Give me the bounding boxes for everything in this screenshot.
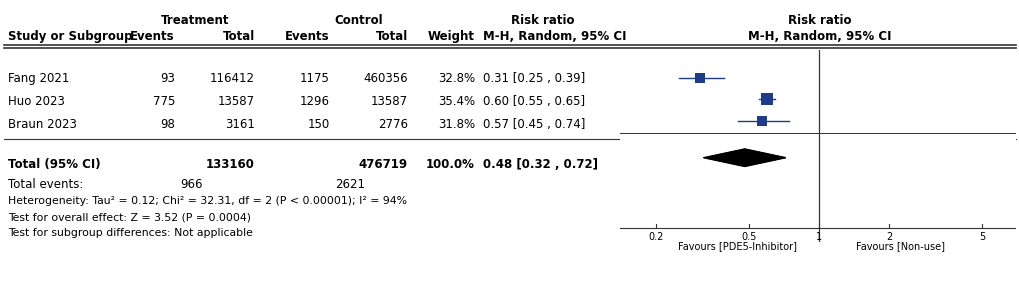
Text: 1296: 1296 (300, 95, 330, 108)
Text: Risk ratio: Risk ratio (788, 14, 851, 27)
Text: Total: Total (222, 30, 255, 43)
Text: 2776: 2776 (378, 118, 408, 131)
Text: 0.5: 0.5 (741, 232, 756, 242)
Text: Total events:: Total events: (8, 178, 84, 191)
Text: 0.2: 0.2 (648, 232, 663, 242)
Text: 98: 98 (160, 118, 175, 131)
Text: Heterogeneity: Tau² = 0.12; Chi² = 32.31, df = 2 (P < 0.00001); I² = 94%: Heterogeneity: Tau² = 0.12; Chi² = 32.31… (8, 196, 407, 206)
Text: Events: Events (130, 30, 175, 43)
Text: 5: 5 (978, 232, 984, 242)
Text: 2: 2 (886, 232, 892, 242)
Text: 150: 150 (308, 118, 330, 131)
Text: 460356: 460356 (363, 72, 408, 85)
Text: 2621: 2621 (334, 178, 365, 191)
Text: Events: Events (285, 30, 330, 43)
Text: 13587: 13587 (218, 95, 255, 108)
Text: 3161: 3161 (225, 118, 255, 131)
Text: 0.57 [0.45 , 0.74]: 0.57 [0.45 , 0.74] (483, 118, 585, 131)
Text: Study or Subgroup: Study or Subgroup (8, 30, 132, 43)
Text: Total (95% CI): Total (95% CI) (8, 158, 101, 171)
Text: 0.48 [0.32 , 0.72]: 0.48 [0.32 , 0.72] (483, 158, 597, 171)
Text: Favours [PDE5-Inhibitor]: Favours [PDE5-Inhibitor] (678, 241, 796, 251)
Text: Risk ratio: Risk ratio (511, 14, 574, 27)
Text: 13587: 13587 (371, 95, 408, 108)
Text: 93: 93 (160, 72, 175, 85)
Text: 0.31 [0.25 , 0.39]: 0.31 [0.25 , 0.39] (483, 72, 585, 85)
Text: Control: Control (334, 14, 383, 27)
Text: Total: Total (375, 30, 408, 43)
Text: 116412: 116412 (210, 72, 255, 85)
Text: 35.4%: 35.4% (437, 95, 475, 108)
Text: 31.8%: 31.8% (437, 118, 475, 131)
Text: 0.60 [0.55 , 0.65]: 0.60 [0.55 , 0.65] (483, 95, 585, 108)
Text: M-H, Random, 95% CI: M-H, Random, 95% CI (748, 30, 891, 43)
Text: 775: 775 (153, 95, 175, 108)
Text: 133160: 133160 (206, 158, 255, 171)
Text: 1175: 1175 (300, 72, 330, 85)
Text: 32.8%: 32.8% (437, 72, 475, 85)
Text: 100.0%: 100.0% (426, 158, 475, 171)
Text: M-H, Random, 95% CI: M-H, Random, 95% CI (483, 30, 626, 43)
Text: 966: 966 (179, 178, 203, 191)
Text: Huo 2023: Huo 2023 (8, 95, 65, 108)
Text: 476719: 476719 (359, 158, 408, 171)
Text: Braun 2023: Braun 2023 (8, 118, 76, 131)
Text: Favours [Non-use]: Favours [Non-use] (855, 241, 944, 251)
Text: Fang 2021: Fang 2021 (8, 72, 69, 85)
Text: Test for overall effect: Z = 3.52 (P = 0.0004): Test for overall effect: Z = 3.52 (P = 0… (8, 212, 251, 222)
Text: Treatment: Treatment (161, 14, 229, 27)
Text: Weight: Weight (428, 30, 475, 43)
Text: 1: 1 (815, 232, 821, 242)
Polygon shape (703, 149, 785, 166)
Text: Test for subgroup differences: Not applicable: Test for subgroup differences: Not appli… (8, 228, 253, 238)
